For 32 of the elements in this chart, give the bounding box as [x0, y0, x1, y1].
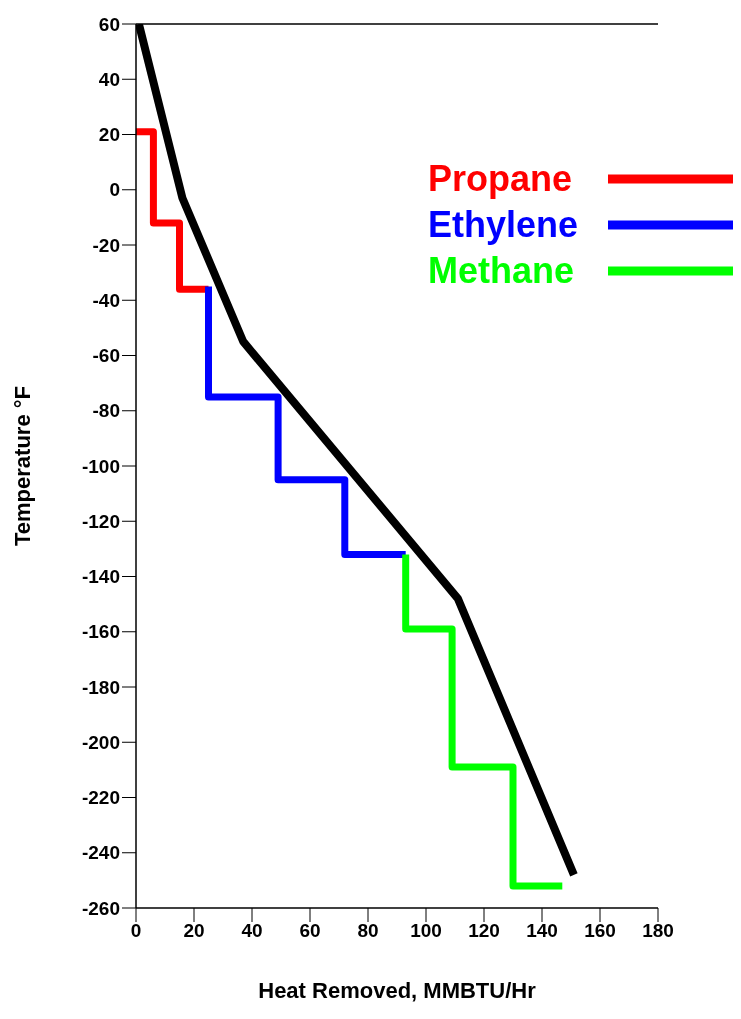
x-tick-label: 140: [526, 920, 558, 942]
y-tick-label: 60: [98, 13, 120, 35]
y-tick-label: 0: [109, 179, 120, 201]
legend-label: Propane: [427, 158, 573, 200]
x-tick-label: 20: [183, 920, 205, 942]
x-tick-label: 60: [299, 920, 321, 942]
x-tick-label: 160: [584, 920, 616, 942]
y-tick-label: -160: [81, 621, 120, 643]
legend-label: Ethylene: [427, 204, 578, 246]
x-tick-label: 120: [468, 920, 500, 942]
y-tick-label: 20: [98, 124, 120, 146]
y-tick-label: -120: [81, 510, 120, 532]
y-tick-label: -80: [92, 400, 120, 422]
y-tick-label: -220: [81, 787, 120, 809]
y-tick-label: -60: [92, 345, 120, 367]
x-axis-title: Heat Removed, MMBTU/Hr: [258, 978, 537, 1003]
y-tick-label: -20: [92, 234, 120, 256]
x-tick-label: 40: [241, 920, 263, 942]
y-axis-title: Temperature °F: [9, 386, 35, 546]
y-tick-label: -240: [81, 842, 120, 864]
y-tick-label: -100: [81, 455, 120, 477]
y-tick-label: -40: [92, 289, 120, 311]
x-tick-label: 100: [410, 920, 442, 942]
y-tick-label: -180: [81, 676, 120, 698]
x-tick-label: 80: [357, 920, 379, 942]
legend-label: Methane: [427, 250, 575, 292]
y-tick-label: 40: [98, 69, 120, 90]
y-tick-label: -260: [81, 897, 120, 919]
x-tick-label: 0: [130, 920, 142, 942]
y-tick-label: -140: [81, 566, 120, 588]
y-tick-label: -200: [81, 731, 120, 753]
x-tick-label: 180: [642, 920, 674, 942]
